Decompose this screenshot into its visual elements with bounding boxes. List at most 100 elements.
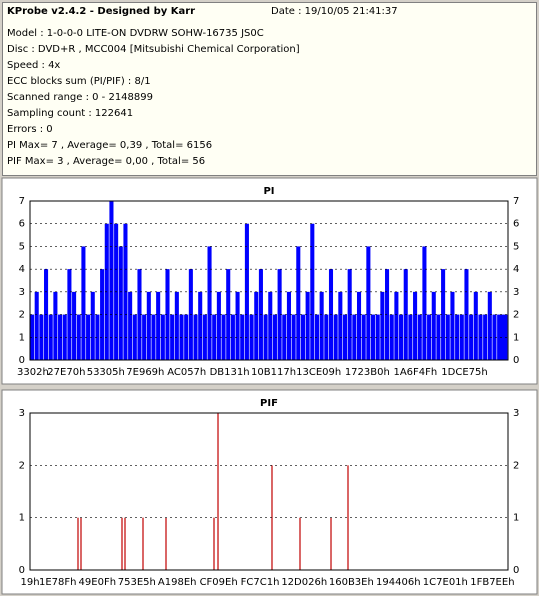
y-tick-label: 6 [19,219,25,230]
x-tick-label: DB131h [210,367,250,378]
bar [352,314,357,360]
info-line: Speed : 4x [7,60,61,71]
bar [356,291,362,360]
x-tick-label: 13CE09h [296,367,341,378]
bar [198,291,203,360]
x-tick-label: 1A6F4Fh [393,367,437,378]
bar [441,269,446,360]
info-line: PI Max= 7 , Average= 0,39 , Total= 6156 [7,140,213,151]
y-tick-label-right: 0 [513,565,519,576]
y-tick-label: 3 [19,408,25,419]
y-tick-label-right: 2 [513,460,519,471]
bar [366,246,371,360]
bar [90,291,95,360]
x-tick-label: 194406h [376,577,421,588]
app-title: KProbe v2.4.2 - Designed by Karr [7,6,196,17]
bar [142,314,147,360]
bar [268,291,273,360]
bar [497,314,508,360]
bar [207,246,212,360]
bar [170,314,175,360]
scan-date: Date : 19/10/05 21:41:37 [271,6,398,17]
x-tick-label: CF09Eh [200,577,238,588]
bar [300,314,306,360]
y-tick-label-right: 4 [513,264,519,275]
bar [202,314,207,360]
y-tick-label: 0 [19,355,25,366]
bar [118,246,123,360]
bar [291,314,296,360]
bar [431,291,436,360]
bar [221,314,226,360]
bar [305,291,310,360]
bar [417,314,422,360]
plot-frame [29,200,509,361]
y-tick-label: 3 [19,287,25,298]
bar [156,291,161,360]
y-tick-label: 1 [19,513,25,524]
bar [86,314,91,360]
bar [34,291,39,360]
bar [216,291,221,360]
y-tick-label: 2 [19,460,25,471]
bar [338,291,343,360]
bar [109,201,114,360]
x-tick-label: 27E70h [47,367,85,378]
y-tick-label: 0 [19,565,25,576]
bar [436,314,441,360]
bar [427,314,432,360]
x-tick-label: 3302h [17,367,49,378]
x-tick-label: 160B3Eh [329,577,374,588]
x-tick-label: AC057h [167,367,206,378]
x-tick-label: 1FB7EEh [470,577,514,588]
bar [296,246,301,360]
info-line: Model : 1-0-0-0 LITE-ON DVDRW SOHW-16735… [7,28,264,39]
bar [165,269,170,360]
bar [235,291,240,360]
info-line: Scanned range : 0 - 2148899 [7,92,153,103]
bar [100,269,105,360]
x-tick-label: 1C7E01h [423,577,468,588]
bar [95,314,100,360]
bar [81,246,86,360]
bar [160,314,165,360]
y-tick-label-right: 2 [513,310,519,321]
bar [226,269,231,360]
y-tick-label: 4 [19,264,25,275]
bar [53,291,58,360]
y-tick-label-right: 0 [513,355,519,366]
bar [277,269,282,360]
bar [254,291,259,360]
y-tick-label-right: 6 [513,219,519,230]
x-tick-label: 53305h [87,367,125,378]
bar [128,291,133,360]
info-line: PIF Max= 3 , Average= 0,00 , Total= 56 [7,156,206,167]
bar [146,291,151,360]
bar [151,314,156,360]
y-tick-label: 1 [19,332,25,343]
bar [450,291,455,360]
info-line: ECC blocks sum (PI/PIF) : 8/1 [7,76,151,87]
bar [230,314,235,360]
info-line: Errors : 0 [7,124,53,135]
y-tick-label-right: 3 [513,408,519,419]
info-line: Sampling count : 122641 [7,108,134,119]
x-tick-label: FC7C1h [241,577,280,588]
bar [212,314,217,360]
y-tick-label: 7 [19,196,25,207]
bar [375,314,380,360]
bar [422,246,427,360]
bar [361,314,366,360]
x-tick-label: 1723B0h [345,367,390,378]
chart-title: PI [263,186,274,197]
y-tick-label-right: 5 [513,241,519,252]
x-tick-label: 1E78Fh [39,577,77,588]
bar [30,314,35,360]
bar [76,314,81,360]
x-tick-label: 10B117h [251,367,296,378]
y-tick-label-right: 3 [513,287,519,298]
bar [492,314,497,360]
chart-title: PIF [260,398,278,409]
x-tick-label: A198Eh [158,577,197,588]
bar [473,291,478,360]
